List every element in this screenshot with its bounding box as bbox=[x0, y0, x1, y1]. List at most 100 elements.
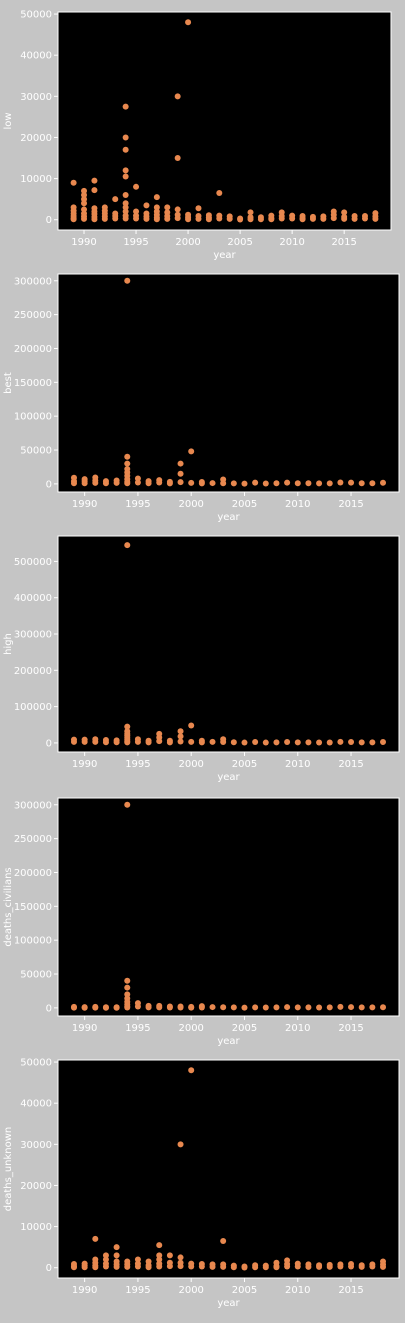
data-point bbox=[348, 739, 355, 746]
data-point bbox=[273, 739, 280, 746]
y-tick-label: 400000 bbox=[14, 593, 52, 604]
x-tick-label: 1990 bbox=[72, 759, 97, 770]
data-point bbox=[133, 183, 140, 190]
x-tick-label: 2015 bbox=[338, 499, 363, 510]
y-axis-label: deaths_civilians bbox=[3, 867, 14, 946]
data-point bbox=[122, 200, 129, 207]
data-point bbox=[92, 738, 99, 745]
data-point bbox=[166, 1263, 173, 1270]
data-point bbox=[81, 1004, 88, 1011]
data-point bbox=[341, 209, 348, 216]
data-point bbox=[156, 479, 163, 486]
data-point bbox=[91, 187, 98, 194]
data-point bbox=[273, 1004, 280, 1011]
y-tick-label: 100000 bbox=[14, 412, 52, 423]
data-point bbox=[358, 1004, 365, 1011]
data-point bbox=[284, 1263, 291, 1270]
data-point bbox=[177, 470, 184, 477]
data-point bbox=[124, 977, 131, 984]
data-point bbox=[252, 1264, 259, 1271]
data-point bbox=[124, 480, 131, 487]
x-tick-label: 2010 bbox=[285, 1023, 310, 1034]
data-point bbox=[70, 216, 77, 223]
data-point bbox=[81, 192, 88, 199]
y-tick-label: 50000 bbox=[20, 1058, 52, 1069]
y-axis-label: best bbox=[3, 372, 14, 394]
data-point bbox=[188, 1004, 195, 1011]
data-point bbox=[305, 1263, 312, 1270]
data-point bbox=[205, 216, 212, 223]
data-point bbox=[268, 216, 275, 223]
x-tick-label: 1990 bbox=[71, 237, 96, 248]
x-tick-label: 2000 bbox=[175, 237, 200, 248]
y-tick-label: 0 bbox=[46, 1263, 52, 1274]
y-tick-label: 0 bbox=[46, 738, 52, 749]
data-point bbox=[241, 1264, 248, 1271]
y-tick-label: 30000 bbox=[20, 1140, 52, 1151]
data-point bbox=[273, 480, 280, 487]
data-point bbox=[188, 1067, 195, 1074]
data-point bbox=[177, 479, 184, 486]
data-point bbox=[326, 739, 333, 746]
y-tick-label: 250000 bbox=[14, 834, 52, 845]
x-tick-label: 2010 bbox=[285, 1285, 310, 1296]
data-point bbox=[101, 215, 108, 222]
data-point bbox=[247, 216, 254, 223]
y-tick-label: 200000 bbox=[14, 666, 52, 677]
data-point bbox=[113, 479, 120, 486]
data-point bbox=[316, 1263, 323, 1270]
y-tick-label: 40000 bbox=[20, 1099, 52, 1110]
data-point bbox=[177, 1141, 184, 1148]
data-point bbox=[305, 1004, 312, 1011]
data-point bbox=[177, 1004, 184, 1011]
y-tick-label: 50000 bbox=[20, 970, 52, 981]
data-point bbox=[369, 1263, 376, 1270]
x-tick-label: 1995 bbox=[125, 1023, 150, 1034]
x-tick-label: 1990 bbox=[72, 1023, 97, 1034]
data-point bbox=[216, 215, 223, 222]
data-point bbox=[122, 204, 129, 211]
y-tick-label: 250000 bbox=[14, 310, 52, 321]
data-point bbox=[326, 1004, 333, 1011]
x-axis-label: year bbox=[217, 772, 240, 783]
data-point bbox=[289, 215, 296, 222]
data-point bbox=[294, 480, 301, 487]
data-point bbox=[92, 1235, 99, 1242]
data-point bbox=[247, 209, 254, 216]
data-point bbox=[348, 1004, 355, 1011]
data-point bbox=[122, 173, 129, 180]
data-point bbox=[70, 1004, 77, 1011]
data-point bbox=[102, 480, 109, 487]
data-point bbox=[237, 216, 244, 223]
data-point bbox=[241, 480, 248, 487]
x-tick-label: 2015 bbox=[338, 1023, 363, 1034]
data-point bbox=[299, 216, 306, 223]
x-tick-label: 2000 bbox=[178, 499, 203, 510]
data-point bbox=[81, 200, 88, 207]
data-point bbox=[369, 1004, 376, 1011]
data-point bbox=[320, 215, 327, 222]
x-tick-label: 1995 bbox=[125, 499, 150, 510]
data-point bbox=[230, 1004, 237, 1011]
data-point bbox=[252, 739, 259, 746]
data-point bbox=[177, 1254, 184, 1261]
plot-area bbox=[57, 1059, 400, 1279]
data-point bbox=[92, 479, 99, 486]
data-point bbox=[209, 1004, 216, 1011]
data-point bbox=[156, 1252, 163, 1259]
data-point bbox=[134, 1003, 141, 1010]
data-point bbox=[92, 1004, 99, 1011]
scatter-panel-high: 1990 1995 2000 2005 2010 2015 0 100000 200000 300… bbox=[3, 535, 400, 783]
data-point bbox=[166, 1252, 173, 1259]
data-point bbox=[122, 103, 129, 110]
data-point bbox=[177, 460, 184, 467]
data-point bbox=[133, 215, 140, 222]
y-tick-label: 20000 bbox=[20, 133, 52, 144]
data-point bbox=[257, 216, 264, 223]
data-point bbox=[156, 1256, 163, 1263]
data-point bbox=[230, 1264, 237, 1271]
data-point bbox=[122, 167, 129, 174]
data-point bbox=[164, 215, 171, 222]
y-tick-label: 0 bbox=[46, 215, 52, 226]
